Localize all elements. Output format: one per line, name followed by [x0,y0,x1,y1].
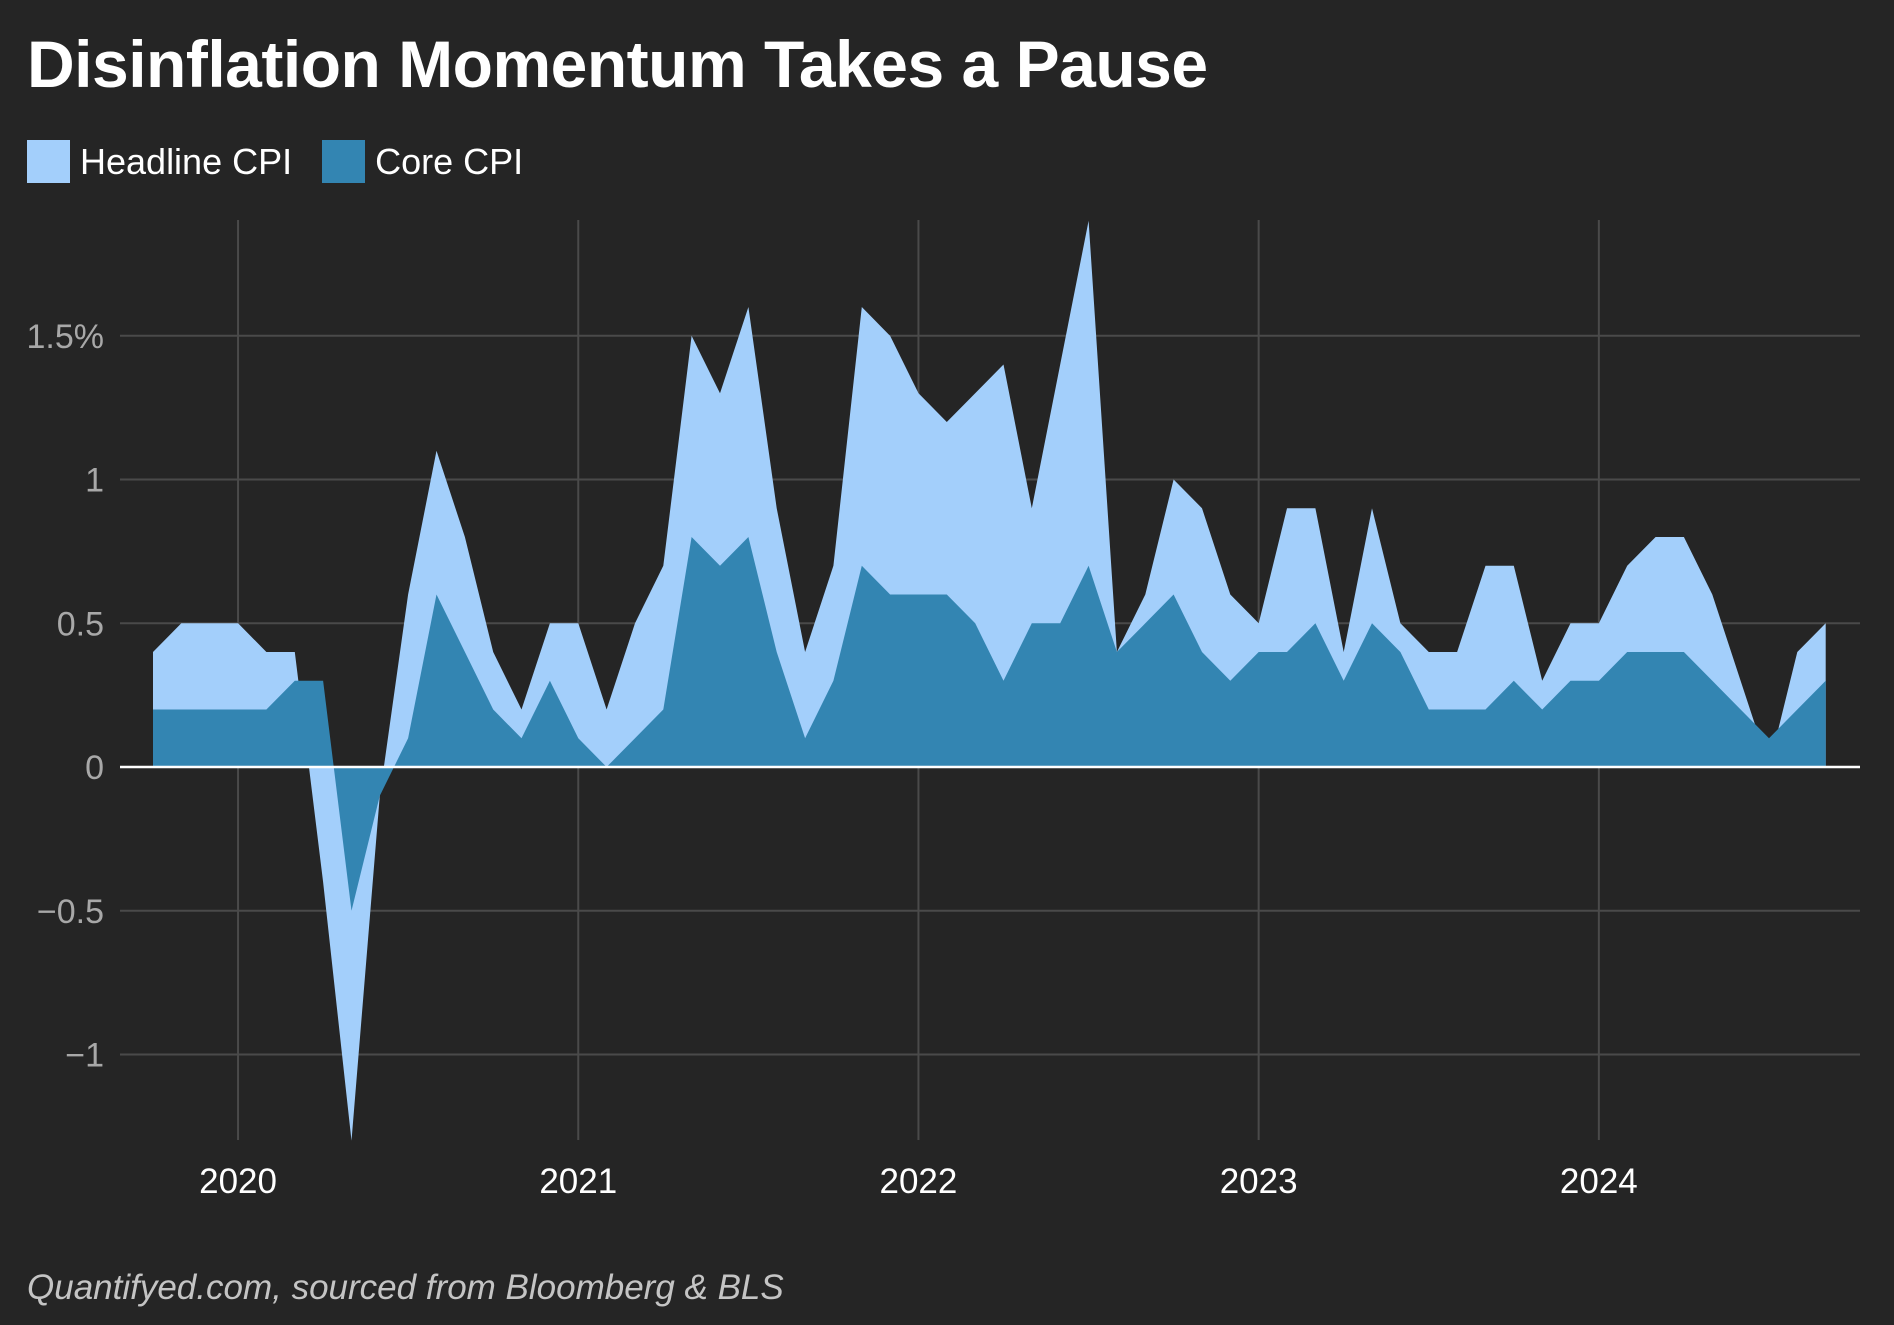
x-tick-label: 2022 [880,1162,958,1201]
legend-item-core: Core CPI [322,140,523,183]
y-tick-label: 0.5 [57,605,104,643]
legend-label-headline: Headline CPI [80,140,293,182]
x-tick-label: 2023 [1220,1162,1298,1201]
y-tick-label: −1 [65,1037,104,1075]
legend-label-core: Core CPI [375,140,524,182]
source-note: Quantifyed.com, sourced from Bloomberg &… [27,1268,784,1307]
x-tick-label: 2021 [539,1162,617,1201]
cpi-area-chart: 1.5% 1 0.5 0 −0.5 −1 2020 2021 2022 2023 2024 [27,220,1860,1201]
chart-title: Disinflation Momentum Takes a Pause [27,27,1208,101]
chart-legend: Headline CPI Core CPI [27,140,553,183]
area-core-cpi [153,537,1826,911]
y-tick-label: −0.5 [37,893,104,931]
y-tick-label: 0 [85,749,104,787]
x-tick-label: 2020 [199,1162,277,1201]
legend-swatch-headline [27,140,70,183]
y-tick-label: 1.5% [27,318,105,356]
x-tick-label: 2024 [1560,1162,1638,1201]
legend-swatch-core [322,140,366,183]
y-tick-label: 1 [85,462,104,500]
legend-item-headline: Headline CPI [27,140,292,183]
